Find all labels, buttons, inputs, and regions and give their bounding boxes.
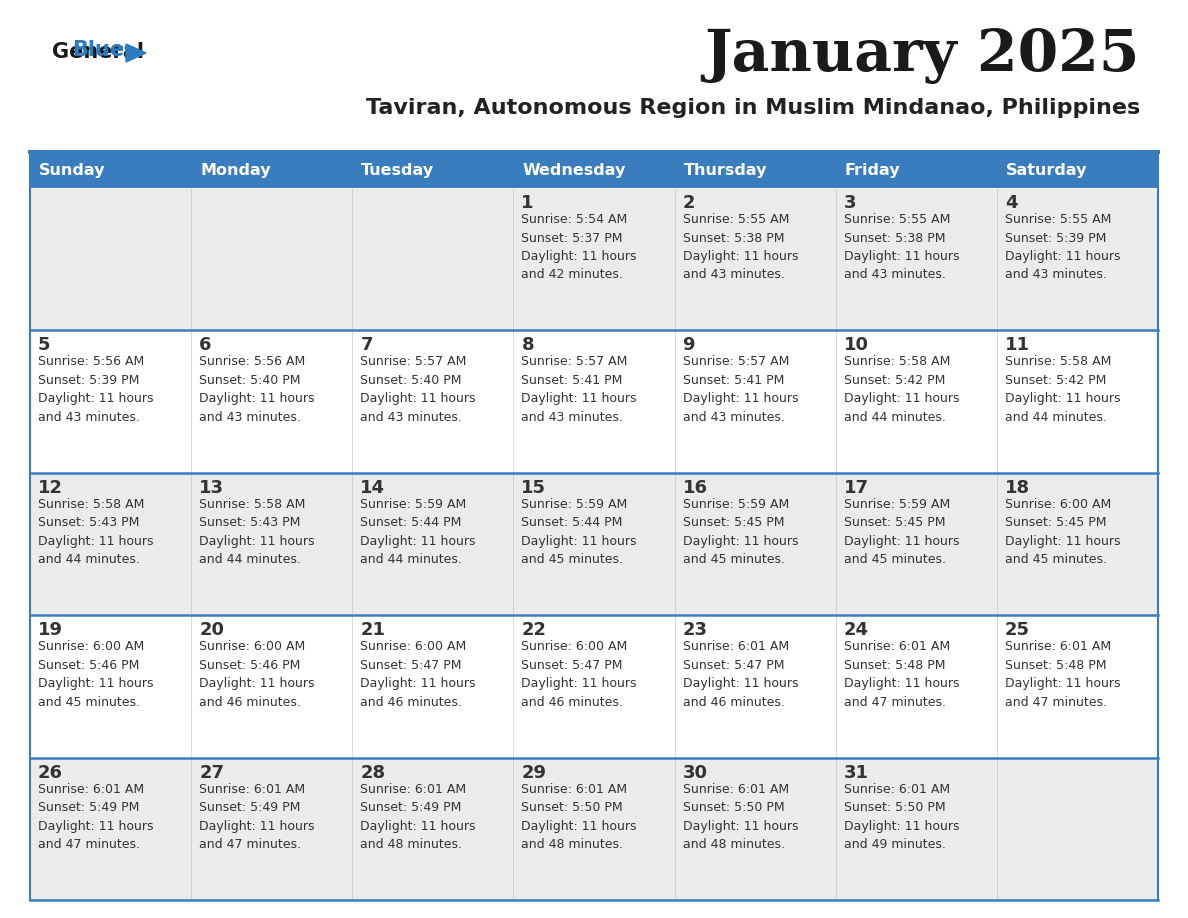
Text: Sunrise: 6:00 AM
Sunset: 5:46 PM
Daylight: 11 hours
and 45 minutes.: Sunrise: 6:00 AM Sunset: 5:46 PM Dayligh… [38,640,153,709]
Text: Wednesday: Wednesday [523,162,626,177]
Text: Sunrise: 5:55 AM
Sunset: 5:39 PM
Daylight: 11 hours
and 43 minutes.: Sunrise: 5:55 AM Sunset: 5:39 PM Dayligh… [1005,213,1120,282]
Text: Sunrise: 5:58 AM
Sunset: 5:43 PM
Daylight: 11 hours
and 44 minutes.: Sunrise: 5:58 AM Sunset: 5:43 PM Dayligh… [200,498,315,566]
Text: Sunrise: 6:00 AM
Sunset: 5:45 PM
Daylight: 11 hours
and 45 minutes.: Sunrise: 6:00 AM Sunset: 5:45 PM Dayligh… [1005,498,1120,566]
Text: January 2025: January 2025 [704,28,1140,84]
Text: Sunrise: 6:01 AM
Sunset: 5:50 PM
Daylight: 11 hours
and 48 minutes.: Sunrise: 6:01 AM Sunset: 5:50 PM Dayligh… [522,783,637,851]
Text: Sunrise: 5:56 AM
Sunset: 5:40 PM
Daylight: 11 hours
and 43 minutes.: Sunrise: 5:56 AM Sunset: 5:40 PM Dayligh… [200,355,315,424]
Polygon shape [126,44,146,62]
Text: Sunrise: 6:01 AM
Sunset: 5:48 PM
Daylight: 11 hours
and 47 minutes.: Sunrise: 6:01 AM Sunset: 5:48 PM Dayligh… [843,640,959,709]
Text: 20: 20 [200,621,225,639]
Bar [353,152,513,188]
Text: Sunrise: 5:56 AM
Sunset: 5:39 PM
Daylight: 11 hours
and 43 minutes.: Sunrise: 5:56 AM Sunset: 5:39 PM Dayligh… [38,355,153,424]
Text: 13: 13 [200,479,225,497]
Text: 5: 5 [38,336,51,354]
Text: Sunday: Sunday [39,162,106,177]
Text: 3: 3 [843,194,857,212]
Text: Friday: Friday [845,162,901,177]
Text: 12: 12 [38,479,63,497]
Text: Sunrise: 5:59 AM
Sunset: 5:45 PM
Daylight: 11 hours
and 45 minutes.: Sunrise: 5:59 AM Sunset: 5:45 PM Dayligh… [843,498,959,566]
Text: Sunrise: 6:01 AM
Sunset: 5:48 PM
Daylight: 11 hours
and 47 minutes.: Sunrise: 6:01 AM Sunset: 5:48 PM Dayligh… [1005,640,1120,709]
Bar [30,473,1158,615]
Text: 7: 7 [360,336,373,354]
Text: 31: 31 [843,764,868,781]
Text: 8: 8 [522,336,535,354]
Text: Sunrise: 5:57 AM
Sunset: 5:41 PM
Daylight: 11 hours
and 43 minutes.: Sunrise: 5:57 AM Sunset: 5:41 PM Dayligh… [683,355,798,424]
Bar [30,615,1158,757]
Text: Sunrise: 6:01 AM
Sunset: 5:50 PM
Daylight: 11 hours
and 48 minutes.: Sunrise: 6:01 AM Sunset: 5:50 PM Dayligh… [683,783,798,851]
Text: 30: 30 [683,764,708,781]
Text: 21: 21 [360,621,385,639]
Bar [30,188,1158,330]
Text: Sunrise: 6:00 AM
Sunset: 5:47 PM
Daylight: 11 hours
and 46 minutes.: Sunrise: 6:00 AM Sunset: 5:47 PM Dayligh… [360,640,475,709]
Text: Sunrise: 6:01 AM
Sunset: 5:49 PM
Daylight: 11 hours
and 47 minutes.: Sunrise: 6:01 AM Sunset: 5:49 PM Dayligh… [38,783,153,851]
Bar [30,152,191,188]
Text: 15: 15 [522,479,546,497]
Text: Sunrise: 6:00 AM
Sunset: 5:46 PM
Daylight: 11 hours
and 46 minutes.: Sunrise: 6:00 AM Sunset: 5:46 PM Dayligh… [200,640,315,709]
Text: Sunrise: 5:55 AM
Sunset: 5:38 PM
Daylight: 11 hours
and 43 minutes.: Sunrise: 5:55 AM Sunset: 5:38 PM Dayligh… [683,213,798,282]
Text: Sunrise: 5:58 AM
Sunset: 5:43 PM
Daylight: 11 hours
and 44 minutes.: Sunrise: 5:58 AM Sunset: 5:43 PM Dayligh… [38,498,153,566]
Text: Sunrise: 5:58 AM
Sunset: 5:42 PM
Daylight: 11 hours
and 44 minutes.: Sunrise: 5:58 AM Sunset: 5:42 PM Dayligh… [843,355,959,424]
Text: 24: 24 [843,621,868,639]
Text: 2: 2 [683,194,695,212]
Text: 25: 25 [1005,621,1030,639]
Text: 19: 19 [38,621,63,639]
Text: 6: 6 [200,336,211,354]
Text: 27: 27 [200,764,225,781]
Text: Sunrise: 5:57 AM
Sunset: 5:41 PM
Daylight: 11 hours
and 43 minutes.: Sunrise: 5:57 AM Sunset: 5:41 PM Dayligh… [522,355,637,424]
Text: Sunrise: 5:54 AM
Sunset: 5:37 PM
Daylight: 11 hours
and 42 minutes.: Sunrise: 5:54 AM Sunset: 5:37 PM Dayligh… [522,213,637,282]
Text: Saturday: Saturday [1006,162,1087,177]
Bar [835,152,997,188]
Text: 9: 9 [683,336,695,354]
Text: 29: 29 [522,764,546,781]
Text: Sunrise: 6:01 AM
Sunset: 5:49 PM
Daylight: 11 hours
and 47 minutes.: Sunrise: 6:01 AM Sunset: 5:49 PM Dayligh… [200,783,315,851]
Text: 28: 28 [360,764,385,781]
Text: Blue: Blue [72,40,124,60]
Text: 23: 23 [683,621,708,639]
Text: Sunrise: 5:57 AM
Sunset: 5:40 PM
Daylight: 11 hours
and 43 minutes.: Sunrise: 5:57 AM Sunset: 5:40 PM Dayligh… [360,355,475,424]
Bar [30,757,1158,900]
Text: Sunrise: 5:59 AM
Sunset: 5:44 PM
Daylight: 11 hours
and 45 minutes.: Sunrise: 5:59 AM Sunset: 5:44 PM Dayligh… [522,498,637,566]
Text: 11: 11 [1005,336,1030,354]
Text: 4: 4 [1005,194,1017,212]
Text: Sunrise: 6:01 AM
Sunset: 5:47 PM
Daylight: 11 hours
and 46 minutes.: Sunrise: 6:01 AM Sunset: 5:47 PM Dayligh… [683,640,798,709]
Text: Sunrise: 5:58 AM
Sunset: 5:42 PM
Daylight: 11 hours
and 44 minutes.: Sunrise: 5:58 AM Sunset: 5:42 PM Dayligh… [1005,355,1120,424]
Text: 17: 17 [843,479,868,497]
Text: 18: 18 [1005,479,1030,497]
Text: Sunrise: 6:01 AM
Sunset: 5:50 PM
Daylight: 11 hours
and 49 minutes.: Sunrise: 6:01 AM Sunset: 5:50 PM Dayligh… [843,783,959,851]
Bar [997,152,1158,188]
Text: Thursday: Thursday [683,162,767,177]
Text: 10: 10 [843,336,868,354]
Text: 1: 1 [522,194,533,212]
Text: Taviran, Autonomous Region in Muslim Mindanao, Philippines: Taviran, Autonomous Region in Muslim Min… [366,98,1140,118]
Text: 22: 22 [522,621,546,639]
Text: General: General [52,42,144,62]
Bar [30,330,1158,473]
Text: Tuesday: Tuesday [361,162,435,177]
Bar [675,152,835,188]
Text: Sunrise: 6:01 AM
Sunset: 5:49 PM
Daylight: 11 hours
and 48 minutes.: Sunrise: 6:01 AM Sunset: 5:49 PM Dayligh… [360,783,475,851]
Text: 16: 16 [683,479,708,497]
Text: Sunrise: 6:00 AM
Sunset: 5:47 PM
Daylight: 11 hours
and 46 minutes.: Sunrise: 6:00 AM Sunset: 5:47 PM Dayligh… [522,640,637,709]
Text: Sunrise: 5:59 AM
Sunset: 5:45 PM
Daylight: 11 hours
and 45 minutes.: Sunrise: 5:59 AM Sunset: 5:45 PM Dayligh… [683,498,798,566]
Text: Monday: Monday [200,162,271,177]
Bar [191,152,353,188]
Text: 26: 26 [38,764,63,781]
Text: Sunrise: 5:55 AM
Sunset: 5:38 PM
Daylight: 11 hours
and 43 minutes.: Sunrise: 5:55 AM Sunset: 5:38 PM Dayligh… [843,213,959,282]
Text: Sunrise: 5:59 AM
Sunset: 5:44 PM
Daylight: 11 hours
and 44 minutes.: Sunrise: 5:59 AM Sunset: 5:44 PM Dayligh… [360,498,475,566]
Bar [513,152,675,188]
Text: 14: 14 [360,479,385,497]
